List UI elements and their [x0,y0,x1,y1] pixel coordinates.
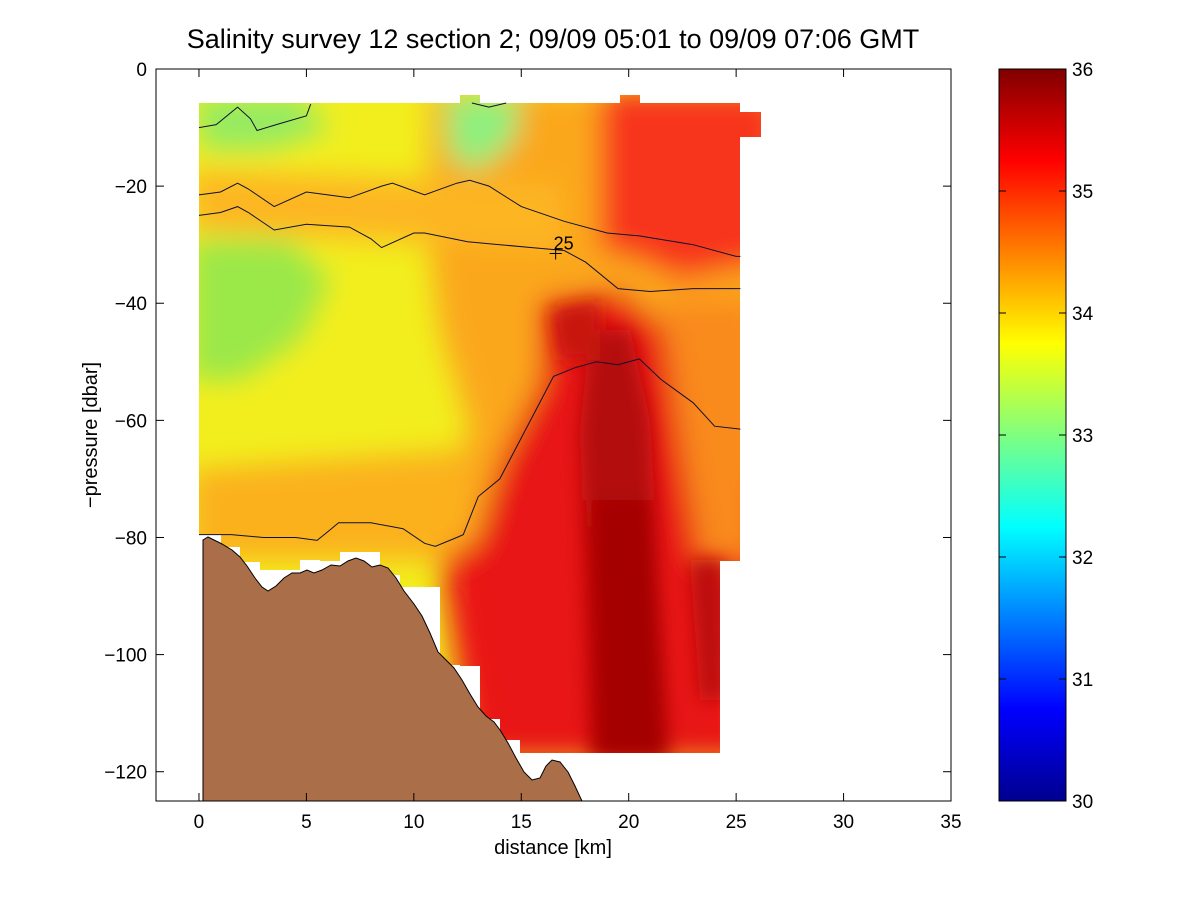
colorbar-tick-label: 35 [1072,182,1093,203]
contour-line [471,102,507,108]
chart-title: Salinity survey 12 section 2; 09/09 05:0… [187,24,919,54]
plot-frame [155,68,952,802]
colorbar-tick-label: 36 [1072,60,1093,81]
contour-annotations: 25 [549,233,574,260]
colorbar-tick-label: 34 [1072,304,1094,325]
y-tick-label: −100 [104,646,147,667]
seafloor-bathymetry [202,536,583,802]
colorbar-tick-label: 31 [1072,670,1093,691]
contour-label-marker [549,247,562,260]
colorbar-tick-label: 30 [1072,792,1093,813]
x-tick-label: 35 [940,812,961,833]
y-tick-label: −20 [115,177,147,198]
x-axis-label: distance [km] [494,837,612,859]
field-upper-orange-zone [199,170,560,250]
colorbar-gradient [999,69,1066,801]
salinity-field [199,95,761,753]
contour-line [198,103,312,132]
y-axis: 0 −20 −40 −60 −80 −100 −120 [104,60,951,784]
x-tick-label: 30 [833,812,854,833]
field-maroon-upper [550,300,600,360]
x-axis: 0 5 10 15 20 25 30 35 [194,69,962,833]
contours [198,102,741,547]
contour-label: 25 [554,233,574,253]
x-tick-label: 10 [403,812,424,833]
field-lower-orange-zone [199,450,470,560]
field-maroon-deep [595,500,665,753]
y-tick-label: −80 [115,528,147,549]
x-tick-label: 20 [618,812,639,833]
colorbar-ticks: 30 31 32 33 34 35 36 [999,60,1094,813]
field-green-left [199,240,330,380]
field-maroon-right [690,560,725,700]
contour-line [198,179,741,257]
field-orange-right-mid [660,300,760,560]
x-tick-label: 25 [726,812,747,833]
colorbar-tick-label: 32 [1072,548,1093,569]
x-tick-label: 5 [301,812,312,833]
field-green-top-center [445,95,520,170]
y-tick-label: −120 [104,763,147,784]
contour-line [198,206,741,293]
field-green-top-left [199,95,330,150]
colorbar-tick-label: 33 [1072,426,1093,447]
plot-area: 25 [155,68,952,802]
y-tick-label: 0 [136,60,147,81]
y-axis-label: −pressure [dbar] [80,362,102,508]
y-tick-label: −60 [115,411,147,432]
field-red-right [600,95,761,280]
contour-line [199,358,741,547]
x-tick-label: 15 [511,812,532,833]
x-tick-label: 0 [194,812,205,833]
y-tick-label: −40 [115,294,147,315]
colorbar: 30 31 32 33 34 35 36 [998,60,1094,813]
